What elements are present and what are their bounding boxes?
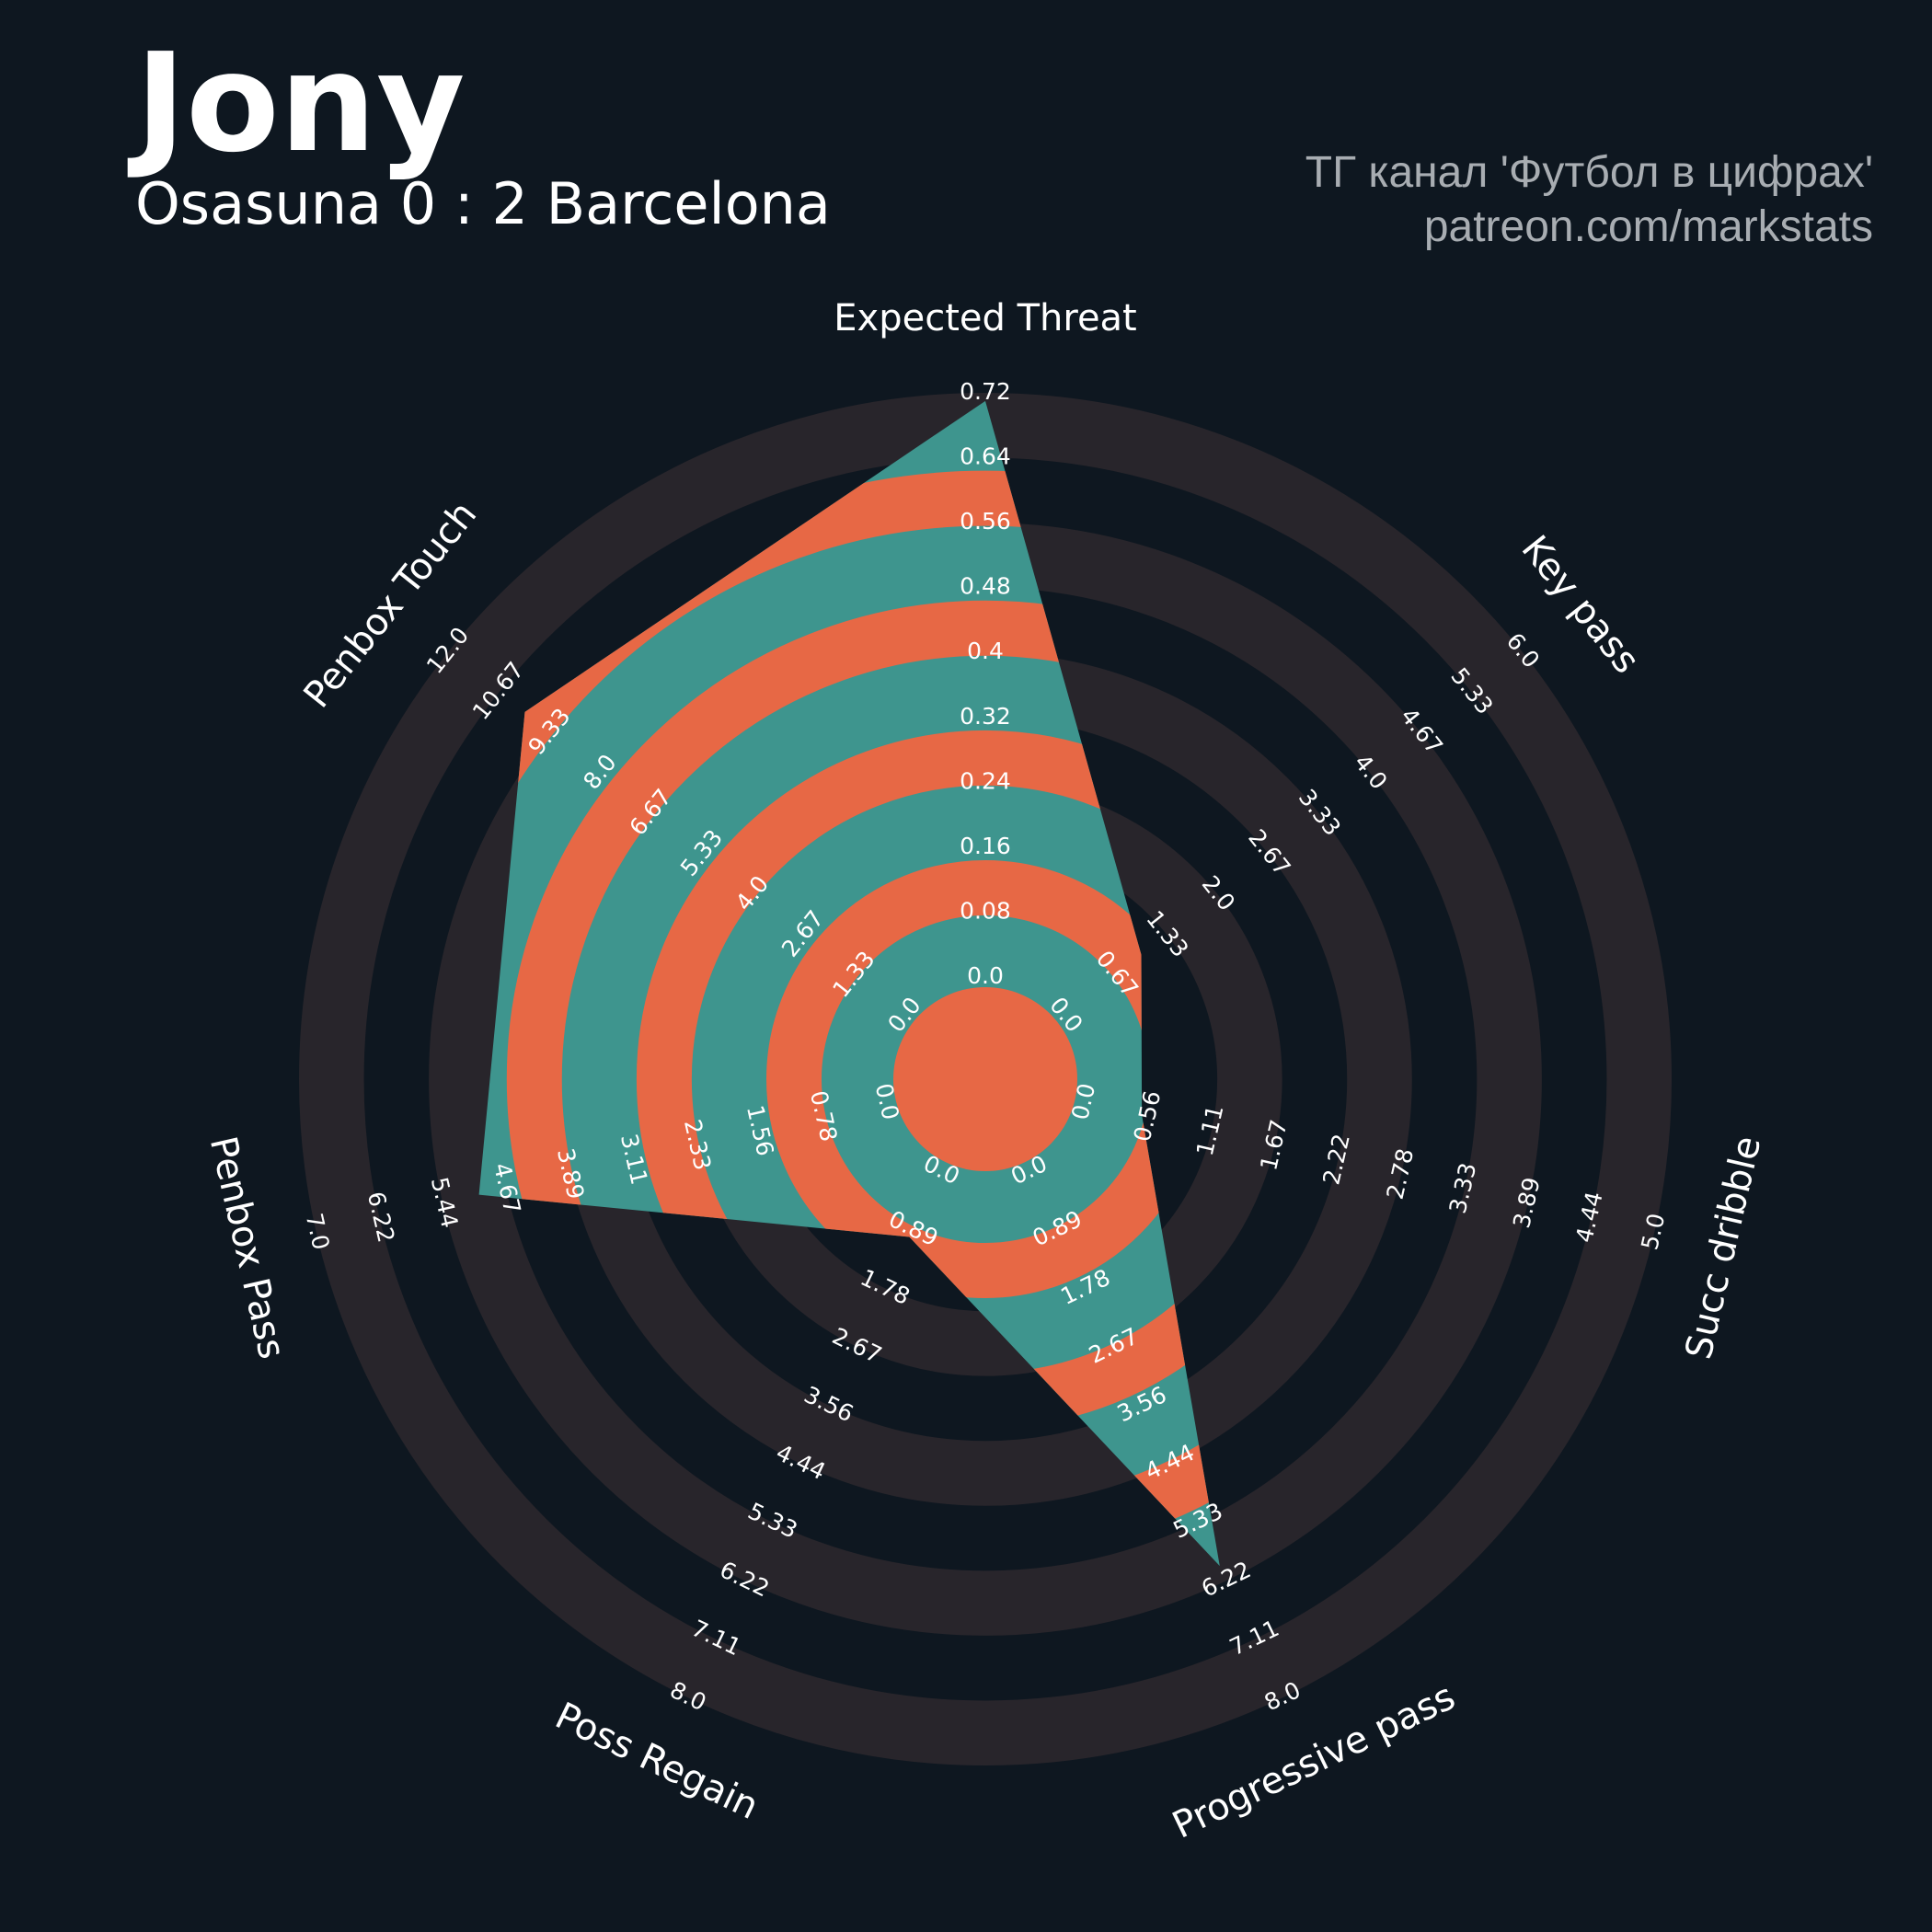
tick-label: 0.4 [967,638,1004,664]
credit: ТГ канал 'Футбол в цифрах' [1305,148,1873,197]
tick-label: 0.32 [960,703,1011,730]
credit: patreon.com/markstats [1424,202,1873,251]
band [478,470,1220,1567]
tick-label: 0.08 [960,897,1011,924]
axis-label: Expected Threat [834,297,1137,339]
tick-label: 0.0 [967,962,1004,989]
chart-title: Jony [127,24,466,182]
tick-label: 0.64 [960,443,1011,470]
chart-subtitle: Osasuna 0 : 2 Barcelona [135,170,831,237]
tick-label: 0.16 [960,833,1011,859]
tick-label: 0.56 [960,508,1011,535]
tick-label: 0.48 [960,573,1011,600]
tick-label: 0.24 [960,767,1011,794]
band [893,987,1077,1171]
tick-label: 0.72 [960,378,1011,405]
